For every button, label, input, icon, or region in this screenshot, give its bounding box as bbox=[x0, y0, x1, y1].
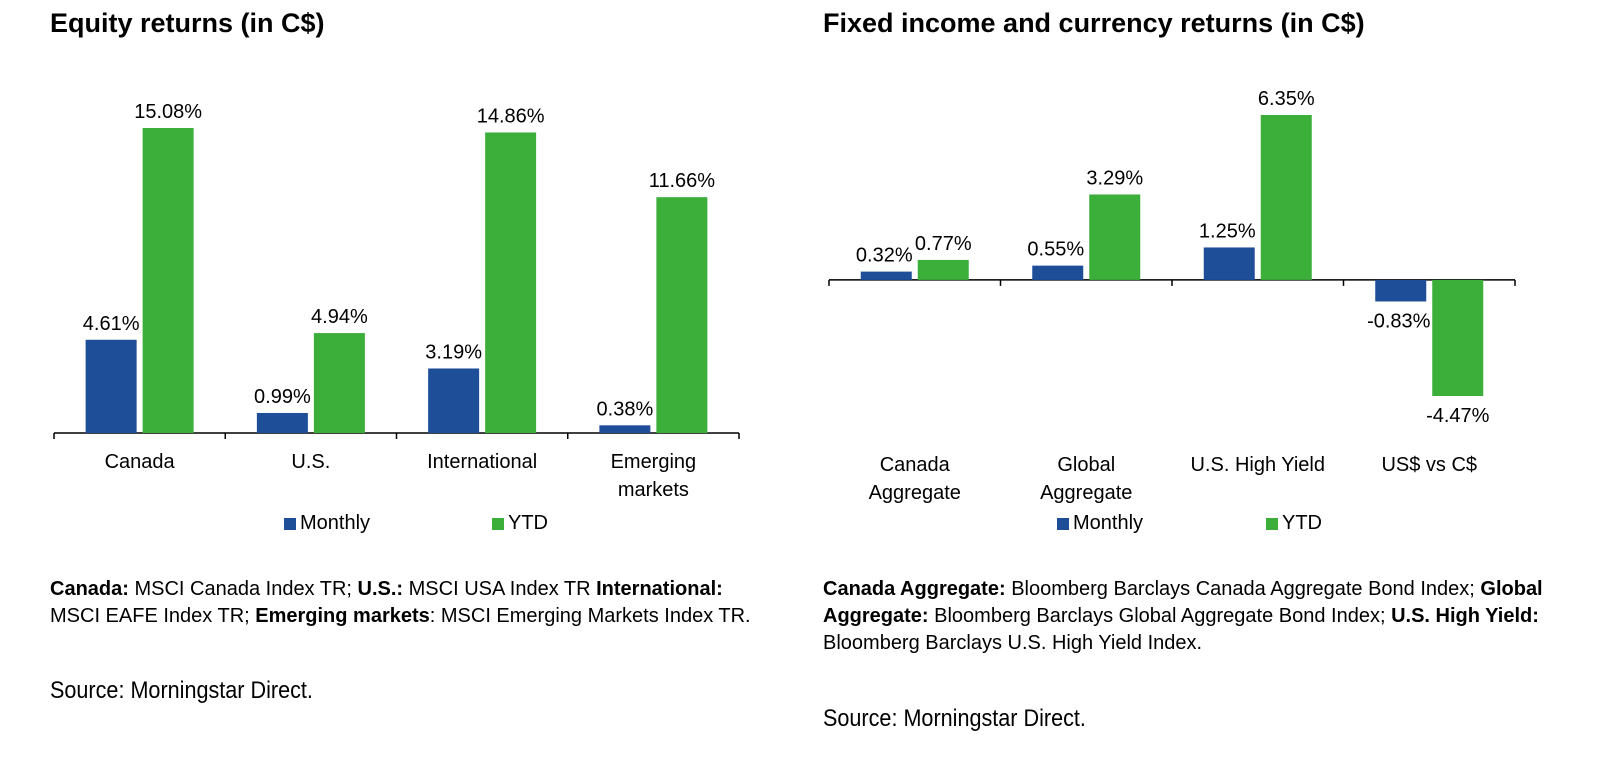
equity-data-label: 0.99% bbox=[254, 386, 311, 408]
equity-note-text: : MSCI Emerging Markets Index TR. bbox=[429, 605, 751, 627]
equity-bar-ytd bbox=[485, 132, 537, 434]
fixed-income-note-term: Canada Aggregate: bbox=[823, 578, 1006, 600]
equity-bar-monthly bbox=[599, 425, 651, 433]
fixed-income-data-label: 3.29% bbox=[1086, 167, 1143, 189]
equity-bar-chart: 4.61% 15.08% Canada 0.99% 4.94% U.S. 3.19% 14.8… bbox=[53, 101, 740, 501]
legend-monthly-swatch bbox=[1057, 517, 1069, 530]
equity-source: Source: Morningstar Direct. bbox=[50, 677, 313, 704]
fixed-income-chart-title: Fixed income and currency returns (in C$… bbox=[823, 8, 1365, 38]
equity-category-label: International bbox=[427, 451, 537, 473]
fixed-income-panel: Fixed income and currency returns (in C$… bbox=[800, 0, 1602, 774]
equity-data-label: 11.66% bbox=[649, 170, 716, 192]
legend-ytd-label: YTD bbox=[1282, 512, 1322, 534]
fixed-income-bar-monthly bbox=[860, 271, 912, 280]
equity-note-text: MSCI Canada Index TR; bbox=[128, 578, 358, 600]
fixed-income-category-label: US$ vs C$ bbox=[1381, 454, 1477, 476]
equity-data-label: 4.61% bbox=[83, 313, 140, 335]
equity-data-label: 0.38% bbox=[597, 398, 654, 420]
legend-monthly: Monthly bbox=[1057, 512, 1143, 535]
equity-category-label: U.S. bbox=[291, 451, 330, 473]
fixed-income-note-term: Global Aggregate: bbox=[823, 578, 1543, 627]
fixed-income-category-label: U.S. High Yield bbox=[1190, 454, 1325, 476]
legend-monthly-swatch bbox=[284, 517, 296, 530]
fixed-income-data-label: 6.35% bbox=[1258, 88, 1315, 110]
equity-data-label: 15.08% bbox=[134, 101, 202, 123]
equity-category-label: markets bbox=[618, 479, 689, 501]
equity-panel: Equity returns (in C$) 4.61% 15.08% Canada… bbox=[0, 0, 800, 774]
equity-note-text: MSCI EAFE Index TR; bbox=[50, 605, 256, 627]
fixed-income-data-label: 1.25% bbox=[1199, 220, 1256, 242]
equity-category-label: Emerging bbox=[611, 451, 697, 473]
legend-ytd-label: YTD bbox=[508, 512, 548, 534]
fixed-income-category-label: Aggregate bbox=[869, 482, 961, 504]
equity-note-term: Emerging markets bbox=[255, 605, 430, 627]
fixed-income-bar-ytd bbox=[917, 259, 969, 280]
equity-bar-monthly bbox=[428, 368, 480, 433]
fixed-income-bar-monthly bbox=[1375, 279, 1427, 302]
fixed-income-note-term: U.S. High Yield: bbox=[1391, 605, 1539, 627]
fixed-income-bar-ytd bbox=[1432, 279, 1484, 396]
legend-ytd: YTD bbox=[492, 512, 548, 535]
equity-bar-ytd bbox=[656, 197, 708, 433]
equity-bar-monthly bbox=[85, 339, 137, 433]
equity-index-notes: Canada: MSCI Canada Index TR; U.S.: MSCI… bbox=[50, 576, 770, 630]
fixed-income-note-text: Bloomberg Barclays Global Aggregate Bond… bbox=[928, 605, 1392, 627]
legend-ytd-swatch bbox=[1266, 517, 1278, 530]
fixed-income-bar-chart: 0.32%0.77% Canada Aggregate 0.55% 3.29% Globa… bbox=[828, 88, 1516, 504]
fixed-income-data-label: 0.32% bbox=[856, 245, 913, 267]
equity-bar-monthly bbox=[256, 412, 308, 433]
fixed-income-category-label: Global bbox=[1057, 454, 1115, 476]
equity-bar-ytd bbox=[142, 128, 194, 433]
fixed-income-data-label: 0.55% bbox=[1027, 239, 1084, 261]
fixed-income-bar-monthly bbox=[1203, 247, 1255, 280]
equity-category-label: Canada bbox=[105, 451, 176, 473]
legend-monthly: Monthly bbox=[284, 512, 370, 535]
legend-monthly-label: Monthly bbox=[1073, 512, 1144, 534]
equity-chart-title: Equity returns (in C$) bbox=[50, 8, 325, 38]
equity-data-label: 4.94% bbox=[311, 306, 368, 328]
fixed-income-source: Source: Morningstar Direct. bbox=[823, 705, 1086, 732]
fixed-income-bar-ytd bbox=[1089, 194, 1141, 280]
legend-ytd-swatch bbox=[492, 517, 504, 530]
equity-note-term: Canada: bbox=[50, 578, 129, 600]
fixed-income-category-label: Canada bbox=[880, 454, 951, 476]
fixed-income-bar-ytd bbox=[1260, 115, 1312, 280]
fixed-income-note-text: Bloomberg Barclays Canada Aggregate Bond… bbox=[1005, 578, 1481, 600]
legend-monthly-label: Monthly bbox=[300, 512, 371, 534]
fixed-income-index-notes: Canada Aggregate: Bloomberg Barclays Can… bbox=[823, 576, 1563, 657]
equity-note-text: MSCI USA Index TR bbox=[403, 578, 597, 600]
equity-note-term: International: bbox=[596, 578, 723, 600]
equity-note-term: U.S.: bbox=[357, 578, 404, 600]
fixed-income-category-label: Aggregate bbox=[1040, 482, 1132, 504]
equity-data-label: 14.86% bbox=[477, 105, 545, 127]
fixed-income-bar-monthly bbox=[1032, 265, 1084, 280]
equity-bar-ytd bbox=[313, 333, 365, 433]
legend-ytd: YTD bbox=[1266, 512, 1322, 535]
equity-data-label: 3.19% bbox=[425, 341, 482, 363]
fixed-income-data-label: -4.47% bbox=[1426, 405, 1490, 427]
fixed-income-data-label: 0.77% bbox=[915, 233, 972, 255]
fixed-income-data-label: -0.83% bbox=[1367, 310, 1431, 332]
fixed-income-note-text: Bloomberg Barclays U.S. High Yield Index… bbox=[823, 632, 1203, 654]
